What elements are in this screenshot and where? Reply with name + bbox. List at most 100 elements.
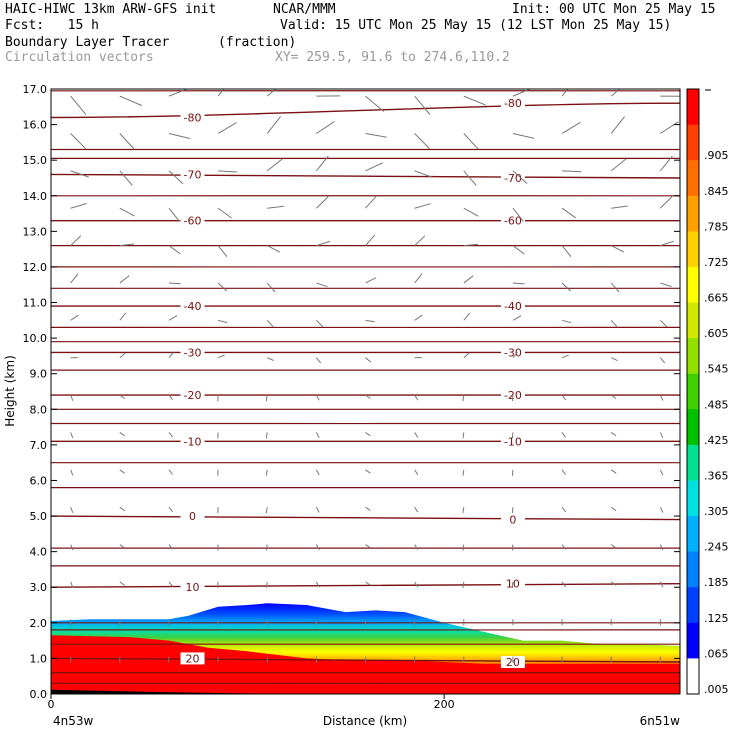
cross-section-endpoints: XY= 259.5, 91.6 to 274.6,110.2 <box>275 50 510 65</box>
vector-arrow <box>610 158 627 172</box>
contour-label: 10 <box>186 581 200 594</box>
vector-arrow <box>610 116 625 134</box>
colorbar-label: .545 <box>704 363 729 376</box>
vector-arrow <box>561 394 567 401</box>
colorbar-label: .125 <box>704 612 729 625</box>
vector-arrow <box>168 394 174 401</box>
colorbar-swatch <box>687 551 699 588</box>
vector-arrow <box>561 432 567 438</box>
isotherm-contour <box>51 547 680 550</box>
vector-arrow <box>414 95 431 115</box>
vector-arrow <box>414 314 423 321</box>
vector-arrow <box>70 544 74 551</box>
vector-arrow <box>119 275 130 284</box>
vector-arrow <box>561 89 569 97</box>
colorbar-label: .305 <box>704 505 729 518</box>
vector-arrow <box>414 469 419 476</box>
isotherm-contour <box>51 408 680 411</box>
contour-label: -10 <box>184 435 202 448</box>
contour-label-bg <box>500 513 525 526</box>
valid-time: Valid: 15 UTC Mon 25 May 15 (12 LST Mon … <box>280 18 672 33</box>
vector-arrow <box>610 506 617 512</box>
vector-arrow <box>610 319 618 328</box>
vector-arrow <box>168 170 184 185</box>
vector-arrow <box>70 581 74 588</box>
plot-area: -80-80-70 -70-60 -60-40 -40-30 -30-20 -20-10-… <box>51 89 680 694</box>
vector-arrow <box>315 469 320 476</box>
x-end-location: 6n51w <box>640 714 681 728</box>
contour-label-bg <box>180 510 205 523</box>
contour-label: -40 <box>504 300 522 313</box>
vector-arrow <box>365 195 377 209</box>
vector-arrow <box>119 170 133 186</box>
colorbar-label: .185 <box>704 576 729 589</box>
vector-arrow <box>265 394 268 402</box>
vector-arrow <box>463 133 479 150</box>
vector-arrow <box>561 121 581 134</box>
y-tick-label: 8.0 <box>30 403 48 416</box>
vector-arrow <box>659 432 664 439</box>
isotherm-contour <box>51 244 680 247</box>
contour-label-bg <box>180 652 205 665</box>
isotherm-contour <box>51 326 680 329</box>
vector-arrow <box>660 121 679 134</box>
contour-label: -60 <box>184 215 202 228</box>
vector-arrow <box>70 235 82 246</box>
plot-border <box>50 88 681 695</box>
colorbar-label: .005 <box>704 683 729 696</box>
isotherm-contour <box>51 564 680 567</box>
isotherm-contour <box>51 340 680 343</box>
colorbar-label: .485 <box>704 398 729 411</box>
plot-background <box>51 89 680 694</box>
contour-label-bg <box>500 214 525 227</box>
vector-arrow <box>217 122 237 134</box>
vector-arrow <box>266 245 281 253</box>
vector-arrow <box>365 277 377 284</box>
colorbar-swatch <box>687 160 699 197</box>
vector-arrow <box>561 207 576 219</box>
vector-arrow <box>462 469 465 476</box>
vector-arrow <box>315 581 320 588</box>
vector-arrow <box>610 394 617 399</box>
vector-arrow <box>512 132 535 139</box>
colorbar-swatch <box>687 516 699 553</box>
vector-arrow <box>168 581 174 587</box>
vector-arrow <box>365 506 371 512</box>
colorbar-label: .425 <box>704 434 729 447</box>
vector-arrow <box>610 544 617 549</box>
isotherm-contour <box>51 486 680 489</box>
x-start-location: 4n53w <box>53 714 94 728</box>
vector-arrow <box>659 394 664 401</box>
vector-arrow <box>266 116 281 134</box>
isotherm-contour-labeled <box>51 173 680 179</box>
vector-arrow <box>315 506 320 513</box>
vector-arrow <box>168 207 180 222</box>
vector-arrow <box>266 158 283 172</box>
vector-arrow <box>660 240 675 247</box>
isotherm-contour <box>51 89 680 92</box>
colorbar-label: .365 <box>704 470 729 483</box>
contour-label: -30 <box>184 346 202 359</box>
vector-arrow <box>414 506 419 513</box>
colorbar-swatch <box>687 480 699 517</box>
contour-label-bg <box>180 111 205 124</box>
plot-frame <box>50 88 681 695</box>
y-tick-label: 17.0 <box>23 83 48 96</box>
vector-arrow <box>315 432 320 438</box>
vector-arrow <box>217 319 228 324</box>
vector-arrow <box>168 315 178 321</box>
vector-arrow <box>659 319 668 328</box>
vector-arrow <box>315 357 322 364</box>
contour-label: -60 <box>504 215 522 228</box>
isotherm-contour-labeled <box>51 515 680 521</box>
vector-arrow <box>561 506 567 513</box>
vector-arrow <box>463 352 470 359</box>
vector-arrow <box>562 170 582 173</box>
vector-arrow <box>512 245 525 255</box>
y-tick-label: 10.0 <box>23 332 48 345</box>
colorbar-swatch <box>687 409 699 446</box>
contour-label: -40 <box>184 300 202 313</box>
vector-arrow <box>659 196 673 209</box>
colorbar-swatch <box>687 444 699 481</box>
vector-arrow <box>168 351 174 359</box>
